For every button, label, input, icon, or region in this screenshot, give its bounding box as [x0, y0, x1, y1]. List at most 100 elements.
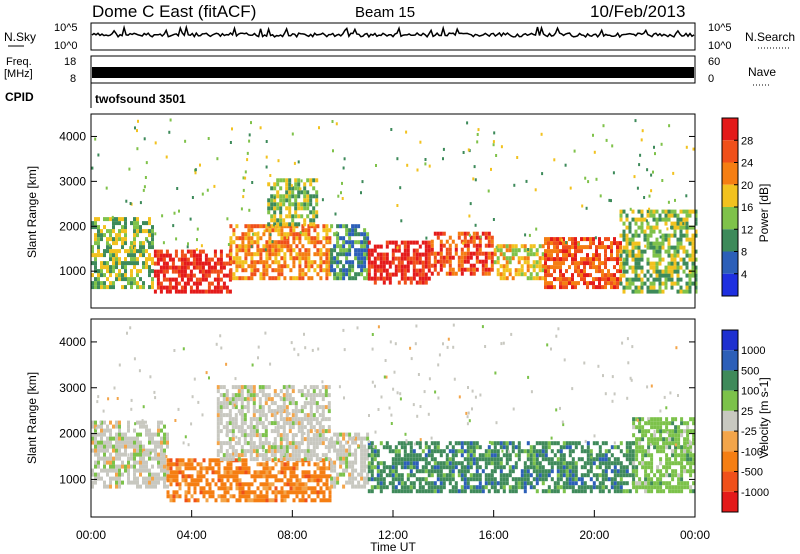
range-cell: [631, 217, 635, 222]
range-cell: [130, 257, 133, 262]
range-cell: [235, 224, 239, 229]
range-cell: [133, 456, 136, 461]
range-cell: [100, 237, 103, 242]
range-cell: [100, 253, 103, 258]
range-cell: [148, 428, 151, 433]
range-cell: [139, 452, 142, 457]
cpid-value: twofsound 3501: [95, 92, 186, 106]
range-cell: [252, 445, 256, 450]
range-cell: [628, 221, 632, 226]
range-cell: [634, 273, 638, 278]
range-cell: [156, 277, 160, 282]
range-cell: [265, 478, 269, 483]
range-cell: [445, 457, 449, 462]
range-cell: [242, 188, 245, 192]
range-cell: [607, 257, 610, 262]
range-cell: [285, 445, 289, 450]
range-cell: [291, 417, 295, 422]
range-cell: [291, 218, 295, 223]
range-cell: [649, 245, 653, 250]
range-cell: [237, 409, 241, 414]
range-cell: [307, 240, 311, 245]
range-cell: [193, 498, 197, 503]
range-cell: [234, 405, 238, 410]
range-cell: [124, 464, 127, 469]
range-cell: [204, 257, 208, 262]
range-cell: [592, 485, 596, 490]
range-cell: [604, 237, 607, 242]
range-cell: [295, 256, 299, 261]
range-cell: [430, 263, 434, 268]
range-cell: [112, 456, 115, 461]
range-cell: [288, 393, 292, 398]
range-cell: [397, 453, 401, 458]
range-cell: [225, 253, 229, 258]
range-cell: [300, 202, 304, 207]
range-cell: [354, 460, 358, 465]
range-cell: [532, 264, 536, 269]
range-cell: [219, 401, 223, 406]
range-cell: [279, 453, 283, 458]
range-cell: [580, 273, 583, 278]
range-cell: [452, 323, 455, 327]
range-cell: [376, 264, 380, 269]
range-cell: [397, 473, 401, 478]
range-cell: [680, 461, 684, 466]
range-cell: [360, 436, 364, 441]
range-cell: [439, 243, 443, 248]
range-cell: [271, 498, 275, 503]
range-cell: [142, 448, 145, 453]
range-cell: [268, 486, 272, 491]
range-cell: [256, 224, 260, 229]
range-cell: [406, 276, 410, 281]
range-cell: [127, 436, 130, 441]
range-cell: [219, 417, 223, 422]
range-cell: [430, 449, 434, 454]
range-cell: [514, 465, 518, 470]
range-cell: [689, 457, 693, 462]
range-cell: [169, 494, 173, 499]
range-cell: [676, 261, 680, 266]
range-cell: [484, 271, 488, 276]
range-cell: [601, 269, 604, 274]
range-cell: [154, 440, 157, 445]
range-cell: [276, 409, 280, 414]
range-cell: [303, 218, 307, 223]
range-cell: [265, 248, 269, 253]
range-cell: [376, 465, 380, 470]
range-cell: [202, 466, 206, 471]
range-cell: [454, 453, 458, 458]
range-cell: [460, 453, 464, 458]
range-cell: [463, 235, 467, 240]
range-cell: [589, 245, 592, 250]
range-cell: [652, 245, 656, 250]
range-cell: [507, 450, 510, 454]
range-cell: [172, 478, 176, 483]
range-cell: [446, 345, 449, 349]
range-cell: [228, 441, 232, 446]
range-cell: [162, 261, 166, 266]
range-cell: [336, 472, 340, 477]
range-cell: [249, 389, 253, 394]
range-cell: [313, 244, 317, 249]
range-cell: [363, 245, 366, 249]
range-cell: [397, 461, 401, 466]
range-cell: [339, 460, 343, 465]
range-cell: [210, 269, 214, 274]
range-cell: [415, 469, 419, 474]
range-cell: [490, 255, 494, 260]
range-cell: [145, 249, 148, 254]
range-cell: [315, 214, 319, 219]
range-cell: [306, 441, 310, 446]
range-cell: [604, 285, 607, 290]
range-cell: [665, 485, 669, 490]
range-cell: [652, 225, 656, 230]
range-cell: [625, 277, 629, 282]
range-cell: [514, 252, 518, 257]
range-cell: [139, 472, 142, 477]
range-cell: [583, 461, 587, 466]
range-cell: [556, 473, 560, 478]
range-cell: [286, 462, 290, 467]
range-cell: [376, 453, 380, 458]
range-cell: [148, 221, 151, 226]
